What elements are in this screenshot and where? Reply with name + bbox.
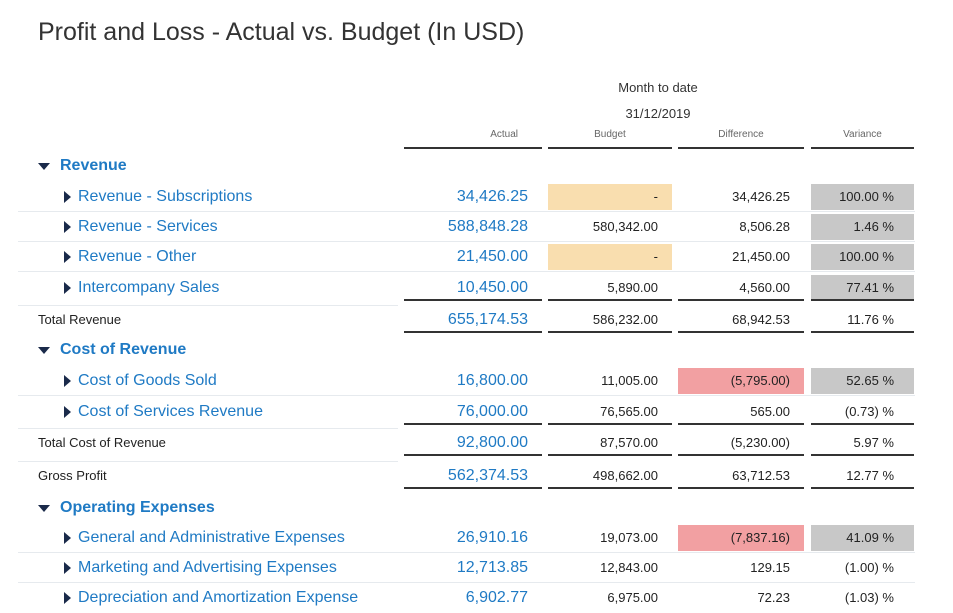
row-label[interactable]: Revenue - Services xyxy=(78,218,218,235)
table-row: Cost of Services Revenue 76,000.00 76,56… xyxy=(18,397,915,427)
difference-value: (5,795.00) xyxy=(678,368,804,394)
variance-value: 100.00 % xyxy=(811,244,914,270)
table-row: Revenue - Subscriptions 34,426.25 - 34,4… xyxy=(18,182,915,212)
section-row-operating-expenses[interactable]: Operating Expenses xyxy=(18,493,915,523)
row-label[interactable]: Depreciation and Amortization Expense xyxy=(78,589,359,606)
row-label[interactable]: Marketing and Advertising Expenses xyxy=(78,559,337,576)
triangle-down-icon[interactable] xyxy=(38,163,50,170)
row-label[interactable]: Cost of Goods Sold xyxy=(78,372,217,389)
period-label: Month to date xyxy=(618,80,698,95)
total-row: Total Revenue 655,174.53 586,232.00 68,9… xyxy=(18,305,915,335)
row-label: Gross Profit xyxy=(38,468,107,483)
period-date: 31/12/2019 xyxy=(625,106,691,121)
variance-value: 12.77 % xyxy=(811,463,914,489)
section-label[interactable]: Operating Expenses xyxy=(60,499,215,516)
row-label: Total Revenue xyxy=(38,312,122,327)
variance-value: 41.09 % xyxy=(811,525,914,551)
budget-value: 76,565.00 xyxy=(548,399,672,425)
budget-value: 498,662.00 xyxy=(548,463,672,489)
actual-value[interactable]: 588,848.28 xyxy=(447,218,528,235)
table-row: Intercompany Sales 10,450.00 5,890.00 4,… xyxy=(18,273,915,303)
table-row: General and Administrative Expenses 26,9… xyxy=(18,523,915,553)
difference-value: 72.23 xyxy=(757,590,790,605)
triangle-right-icon[interactable] xyxy=(64,251,71,263)
actual-value[interactable]: 12,713.85 xyxy=(456,559,528,576)
table-row: Depreciation and Amortization Expense 6,… xyxy=(18,583,915,613)
difference-value: 129.15 xyxy=(750,560,790,575)
triangle-right-icon[interactable] xyxy=(64,592,71,604)
actual-value[interactable]: 6,902.77 xyxy=(465,589,528,606)
actual-value[interactable]: 92,800.00 xyxy=(404,430,542,456)
actual-value[interactable]: 10,450.00 xyxy=(404,275,542,301)
actual-value[interactable]: 655,174.53 xyxy=(404,307,542,333)
triangle-right-icon[interactable] xyxy=(64,191,71,203)
variance-value: 77.41 % xyxy=(811,275,914,301)
column-header-actual: Actual xyxy=(404,129,542,149)
budget-value: 12,843.00 xyxy=(600,560,658,575)
triangle-right-icon[interactable] xyxy=(64,221,71,233)
table-row: Marketing and Advertising Expenses 12,71… xyxy=(18,553,915,583)
column-header-budget: Budget xyxy=(548,129,672,149)
budget-value: 11,005.00 xyxy=(601,373,658,388)
triangle-right-icon[interactable] xyxy=(64,562,71,574)
budget-value: 6,975.00 xyxy=(607,590,658,605)
row-label[interactable]: Cost of Services Revenue xyxy=(78,403,263,420)
table-row: Revenue - Services 588,848.28 580,342.00… xyxy=(18,212,915,242)
budget-value: - xyxy=(548,184,672,210)
triangle-down-icon[interactable] xyxy=(38,347,50,354)
budget-value: 87,570.00 xyxy=(548,430,672,456)
triangle-right-icon[interactable] xyxy=(64,282,71,294)
triangle-right-icon[interactable] xyxy=(64,406,71,418)
row-label[interactable]: General and Administrative Expenses xyxy=(78,529,345,546)
difference-value: 68,942.53 xyxy=(678,307,804,333)
row-label[interactable]: Intercompany Sales xyxy=(78,279,220,296)
variance-value: (0.73) % xyxy=(811,399,914,425)
row-label: Total Cost of Revenue xyxy=(38,435,166,450)
budget-value: 586,232.00 xyxy=(548,307,672,333)
column-header-variance: Variance xyxy=(811,129,914,149)
column-header-difference: Difference xyxy=(678,129,804,149)
actual-value[interactable]: 34,426.25 xyxy=(456,188,528,205)
section-label[interactable]: Revenue xyxy=(60,157,127,174)
difference-value: 8,506.28 xyxy=(739,219,790,234)
variance-value: 100.00 % xyxy=(811,184,914,210)
variance-value: 52.65 % xyxy=(811,368,914,394)
section-row-cost-of-revenue[interactable]: Cost of Revenue xyxy=(18,335,915,365)
section-label[interactable]: Cost of Revenue xyxy=(60,341,187,358)
variance-value: (1.03) % xyxy=(844,590,894,605)
actual-value[interactable]: 21,450.00 xyxy=(456,248,528,265)
triangle-down-icon[interactable] xyxy=(38,505,50,512)
triangle-right-icon[interactable] xyxy=(64,375,71,387)
budget-value: 580,342.00 xyxy=(592,219,658,234)
difference-value: 565.00 xyxy=(678,399,804,425)
actual-value[interactable]: 26,910.16 xyxy=(456,529,528,546)
variance-value: (1.00) % xyxy=(844,560,894,575)
difference-value: (7,837.16) xyxy=(678,525,804,551)
triangle-right-icon[interactable] xyxy=(64,532,71,544)
actual-value[interactable]: 76,000.00 xyxy=(404,399,542,425)
difference-value: 21,450.00 xyxy=(732,249,790,264)
table-row: Cost of Goods Sold 16,800.00 11,005.00 (… xyxy=(18,366,915,396)
row-label[interactable]: Revenue - Other xyxy=(78,248,197,265)
actual-value[interactable]: 16,800.00 xyxy=(456,372,528,389)
difference-value: 4,560.00 xyxy=(678,275,804,301)
difference-value: (5,230.00) xyxy=(678,430,804,456)
section-row-revenue[interactable]: Revenue xyxy=(18,151,915,181)
variance-value: 1.46 % xyxy=(811,214,914,240)
table-row: Revenue - Other 21,450.00 - 21,450.00 10… xyxy=(18,242,915,272)
row-label[interactable]: Revenue - Subscriptions xyxy=(78,188,253,205)
page-title: Profit and Loss - Actual vs. Budget (In … xyxy=(38,18,525,46)
budget-value: 5,890.00 xyxy=(548,275,672,301)
actual-value[interactable]: 562,374.53 xyxy=(404,463,542,489)
variance-value: 11.76 % xyxy=(811,307,914,333)
difference-value: 34,426.25 xyxy=(732,189,790,204)
difference-value: 63,712.53 xyxy=(678,463,804,489)
total-row: Gross Profit 562,374.53 498,662.00 63,71… xyxy=(18,461,915,491)
budget-value: - xyxy=(548,244,672,270)
budget-value: 19,073.00 xyxy=(600,530,658,545)
variance-value: 5.97 % xyxy=(811,430,914,456)
total-row: Total Cost of Revenue 92,800.00 87,570.0… xyxy=(18,428,915,458)
